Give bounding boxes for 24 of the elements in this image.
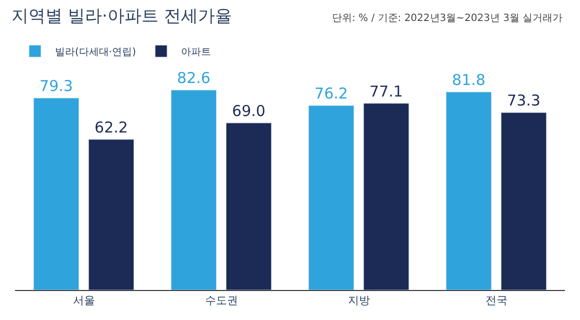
bar [170, 90, 217, 290]
bar [88, 139, 134, 290]
bar [363, 103, 410, 290]
data-label: 76.2 [314, 84, 348, 102]
bar [308, 105, 354, 290]
data-label: 69.0 [232, 102, 266, 120]
bar [226, 122, 272, 290]
data-label: 77.1 [370, 82, 403, 100]
bar [446, 92, 492, 290]
x-tick-label: 지방 [348, 294, 370, 308]
text: 단위: % / 기준: 2022년3월~2023년 3월 실거래가 [332, 13, 563, 24]
bar [33, 98, 80, 290]
data-label: 73.3 [507, 92, 540, 110]
data-label: 82.6 [177, 69, 210, 87]
chart-title: 지역별 빌라·아파트 전세가율 [12, 6, 232, 26]
x-tick-label: 서울 [72, 294, 95, 308]
x-tick-label: 전국 [485, 294, 508, 308]
legend-label: 빌라(다세대·연립) [55, 47, 136, 58]
data-label: 81.8 [452, 70, 486, 89]
data-label: 62.2 [94, 118, 128, 136]
x-tick-label: 수도권 [204, 294, 238, 308]
data-label: 79.3 [40, 76, 73, 95]
legend-label: 아파트 [181, 47, 212, 58]
bar [500, 112, 547, 290]
